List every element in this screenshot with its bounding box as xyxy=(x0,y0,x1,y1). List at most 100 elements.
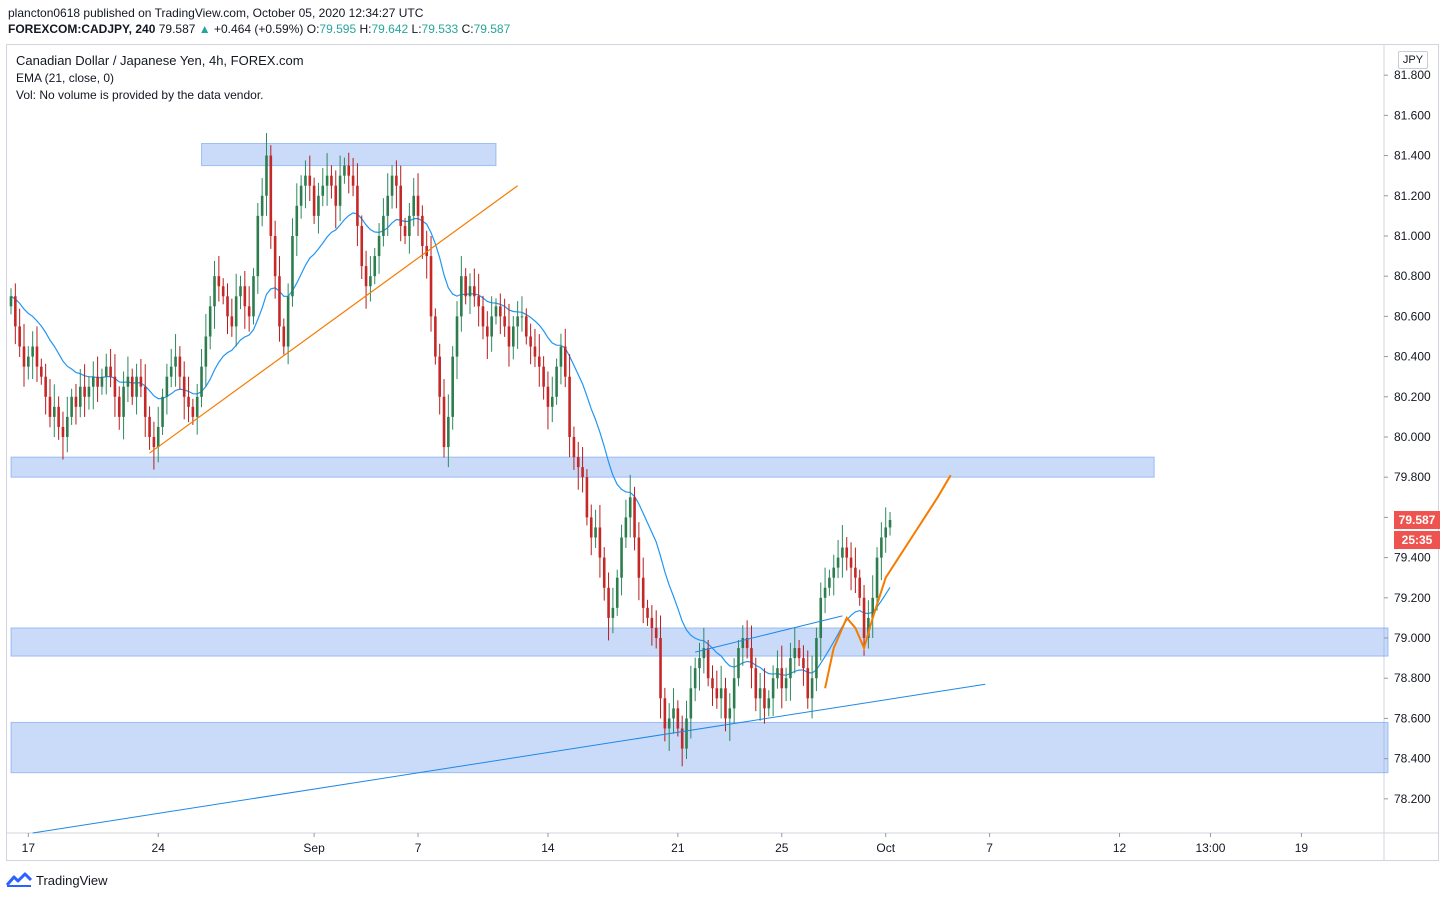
tradingview-logo-icon xyxy=(6,872,32,887)
candle-body xyxy=(546,386,550,407)
candle-body xyxy=(572,436,576,458)
candle-body xyxy=(771,678,775,699)
price-change: +0.464 (+0.59%) xyxy=(214,22,304,36)
candle-body xyxy=(849,557,853,568)
candle-body xyxy=(637,537,641,578)
candle-body xyxy=(594,527,597,538)
candle xyxy=(191,398,195,425)
orange-projection-curve[interactable] xyxy=(824,474,952,689)
candle xyxy=(875,547,879,611)
candle-body xyxy=(152,436,156,448)
candle-body xyxy=(451,356,454,417)
ema-indicator-label[interactable]: EMA (21, close, 0) xyxy=(16,71,115,85)
candle-body xyxy=(373,256,377,277)
candle-body xyxy=(174,356,177,367)
candle xyxy=(563,328,567,388)
candle-body xyxy=(520,316,524,318)
candle-body xyxy=(888,520,892,528)
candle xyxy=(741,625,745,666)
candle-body xyxy=(308,175,312,186)
candle-body xyxy=(234,296,238,327)
last-price: 79.587 xyxy=(158,22,196,36)
candle-body xyxy=(802,658,805,669)
high-label: H: xyxy=(359,22,372,36)
ema-line[interactable] xyxy=(10,212,891,676)
candle xyxy=(693,657,697,702)
candle xyxy=(27,346,30,380)
tradingview-brand-label: TradingView xyxy=(36,872,108,888)
candle xyxy=(789,642,792,701)
candle xyxy=(169,348,173,388)
blue-trendline-long[interactable] xyxy=(32,683,986,834)
candle xyxy=(269,145,273,249)
candle xyxy=(161,388,164,435)
low-value: 79.533 xyxy=(421,22,459,36)
candle xyxy=(48,379,52,428)
candle-body xyxy=(663,698,667,729)
candle-body xyxy=(737,648,740,679)
candle-body xyxy=(555,366,558,397)
candle-body xyxy=(563,346,567,377)
candle-body xyxy=(473,286,476,297)
candle-body xyxy=(139,376,143,387)
candle xyxy=(650,605,654,646)
candle-body xyxy=(512,326,515,347)
candle-body xyxy=(48,396,52,417)
candle-body xyxy=(87,386,91,397)
chart-frame[interactable] xyxy=(6,44,1439,861)
candle xyxy=(732,658,736,724)
y-tick-label: 80.000 xyxy=(1394,430,1431,444)
candle xyxy=(654,610,658,649)
candle-body xyxy=(191,406,195,417)
candle xyxy=(646,599,649,626)
candle xyxy=(715,670,719,709)
candle xyxy=(390,165,394,209)
candle-body xyxy=(330,175,333,186)
candle xyxy=(304,160,307,209)
candle-body xyxy=(100,376,104,387)
candle xyxy=(728,693,732,741)
x-tick-label: 12 xyxy=(1113,841,1127,855)
candle-body xyxy=(460,276,463,317)
candle xyxy=(247,286,251,332)
open-label: O: xyxy=(306,22,320,36)
zone-78-33-to-78-58[interactable] xyxy=(10,721,1389,774)
candle xyxy=(836,539,840,579)
candle-body xyxy=(226,296,229,317)
candle xyxy=(178,346,182,390)
candle xyxy=(213,260,216,329)
last-price-badge[interactable] xyxy=(1394,511,1440,530)
tradingview-logo[interactable]: TradingView xyxy=(6,870,108,890)
candle-body xyxy=(256,215,260,277)
candle-body xyxy=(408,215,411,236)
candle xyxy=(576,441,580,490)
blue-channel-upper[interactable] xyxy=(695,615,843,653)
candle-body xyxy=(481,306,485,327)
x-tick-label: 25 xyxy=(775,841,789,855)
candle xyxy=(624,499,628,548)
candle-body xyxy=(676,708,680,729)
candle xyxy=(338,155,342,222)
candle-body xyxy=(780,668,784,689)
candle-body xyxy=(14,296,17,327)
candle-body xyxy=(434,316,437,357)
orange-trendline-upper[interactable] xyxy=(149,185,518,454)
candle-body xyxy=(685,718,688,749)
candle xyxy=(568,354,571,458)
candle-body xyxy=(789,658,792,679)
candle xyxy=(122,371,125,440)
candle xyxy=(14,283,17,345)
candle xyxy=(356,163,359,247)
candle-body xyxy=(195,396,199,417)
candle-body xyxy=(537,356,541,367)
candle xyxy=(724,677,727,732)
candle xyxy=(44,363,47,415)
candle xyxy=(473,268,476,307)
candle-body xyxy=(767,698,771,709)
candle-body xyxy=(208,306,212,337)
currency-badge[interactable]: JPY xyxy=(1398,51,1428,69)
candle xyxy=(148,406,151,450)
candle xyxy=(312,177,316,224)
candle-body xyxy=(286,296,290,347)
